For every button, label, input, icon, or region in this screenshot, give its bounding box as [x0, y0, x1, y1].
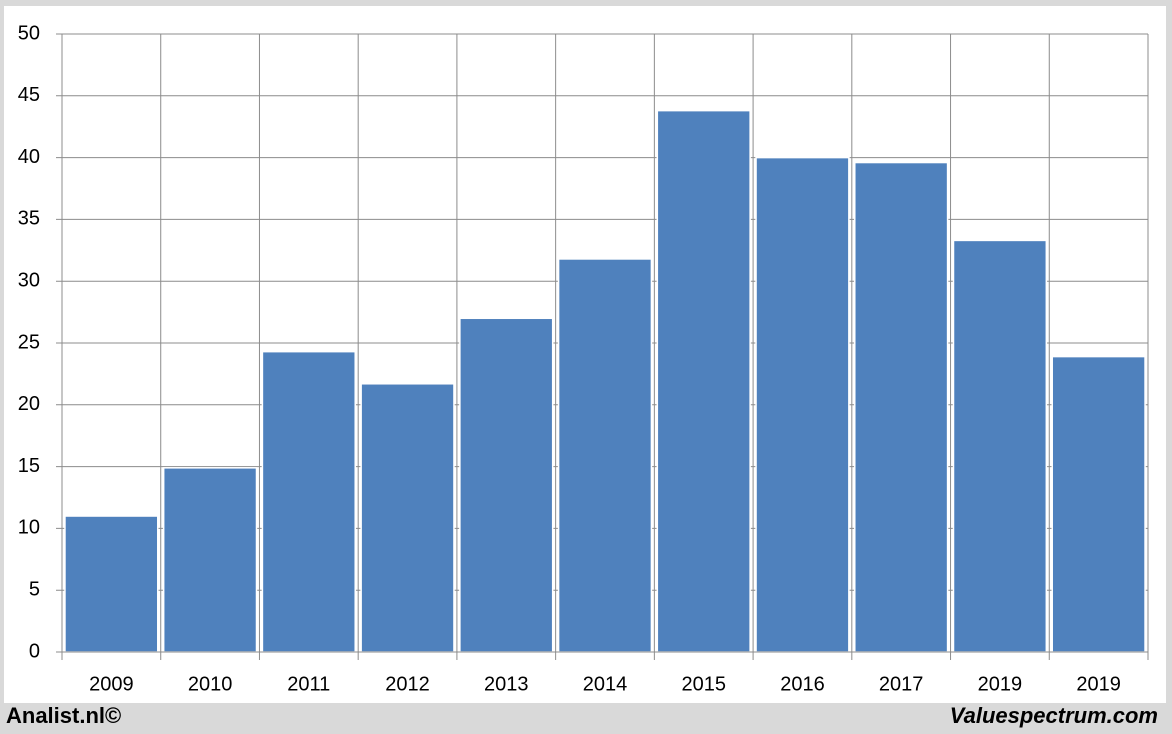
footer-left: Analist.nl©	[6, 703, 121, 728]
x-tick-label: 2015	[681, 673, 726, 695]
x-tick-label: 2017	[879, 673, 924, 695]
footer-right: Valuespectrum.com	[950, 703, 1158, 728]
x-tick-label: 2016	[780, 673, 825, 695]
bar	[459, 317, 554, 653]
x-tick-label: 2010	[188, 673, 233, 695]
y-tick-label: 0	[29, 640, 40, 662]
bar	[162, 467, 258, 653]
x-tick-label: 2019	[1076, 673, 1121, 695]
bar	[557, 258, 653, 653]
x-tick-label: 2012	[385, 673, 430, 695]
y-tick-label: 5	[29, 578, 40, 600]
x-tick-label: 2009	[89, 673, 134, 695]
y-tick-label: 20	[18, 393, 40, 415]
y-tick-label: 35	[18, 208, 40, 230]
y-tick-label: 45	[18, 84, 40, 106]
x-tick-label: 2013	[484, 673, 529, 695]
bar	[360, 383, 455, 653]
x-tick-label: 2019	[978, 673, 1023, 695]
bar	[854, 161, 949, 653]
bar	[64, 515, 159, 653]
y-tick-label: 25	[18, 331, 40, 353]
y-tick-label: 50	[18, 22, 40, 44]
x-tick-label: 2011	[287, 673, 330, 695]
y-tick-label: 10	[18, 517, 40, 539]
bar	[656, 109, 751, 653]
bar	[755, 156, 850, 653]
y-tick-label: 15	[18, 455, 40, 477]
x-tick-label: 2014	[583, 673, 628, 695]
bar	[952, 239, 1048, 653]
y-tick-label: 40	[18, 146, 40, 168]
y-tick-label: 30	[18, 269, 40, 291]
bar	[1051, 355, 1146, 653]
bar	[261, 350, 356, 653]
